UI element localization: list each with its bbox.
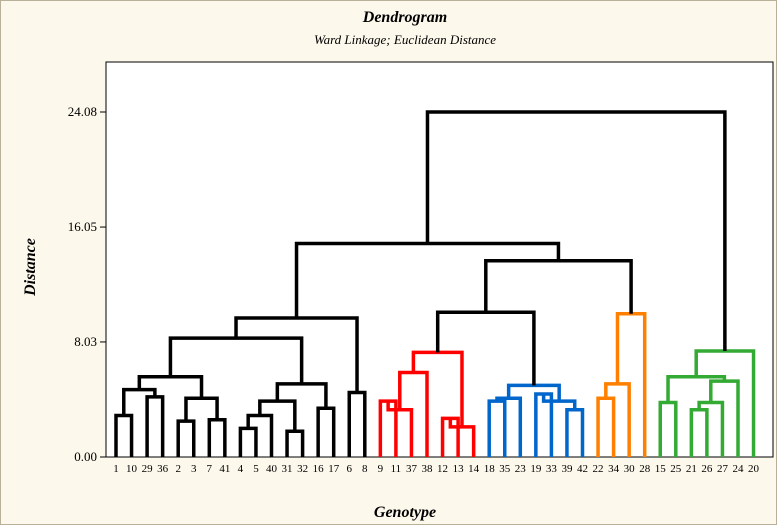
leaf-label: 7 <box>207 463 213 475</box>
dendrogram-link <box>258 399 297 432</box>
leaf-label: 27 <box>717 463 729 475</box>
leaf-label: 40 <box>266 463 278 475</box>
y-axis: 0.00 8.03 16.05 24.08 <box>68 104 106 464</box>
leaf-label: 13 <box>453 463 465 475</box>
leaf-label: 37 <box>406 463 418 475</box>
leaf-label: 42 <box>577 463 588 475</box>
leaf-label: 6 <box>347 463 353 475</box>
leaf-label: 18 <box>484 463 496 475</box>
dendrogram-link <box>440 416 460 457</box>
plot-area <box>105 61 774 458</box>
leaf-label: 30 <box>624 463 636 475</box>
dendrogram-link <box>168 336 304 384</box>
leaf-label: 16 <box>313 463 325 475</box>
y-tick-label: 8.03 <box>74 334 97 349</box>
leaf-label: 25 <box>670 463 682 475</box>
leaf-label: 28 <box>639 463 651 475</box>
dendrogram-link <box>122 387 157 416</box>
leaf-label: 24 <box>733 463 745 475</box>
leaf-label: 5 <box>253 463 259 475</box>
dendrogram-link <box>145 395 165 457</box>
dendrogram-links <box>114 110 756 457</box>
leaf-label: 1 <box>113 463 119 475</box>
leaf-label: 8 <box>362 463 368 475</box>
leaf-label: 14 <box>468 463 480 475</box>
leaf-label: 41 <box>219 463 230 475</box>
leaf-label: 38 <box>422 463 434 475</box>
dendrogram-link <box>487 399 507 457</box>
leaf-label: 34 <box>608 463 620 475</box>
y-axis-title: Distance <box>22 238 39 297</box>
leaf-label: 10 <box>126 463 138 475</box>
dendrogram-link <box>285 429 305 457</box>
leaf-label: 19 <box>530 463 542 475</box>
leaf-label: 29 <box>142 463 154 475</box>
leaf-label: 20 <box>748 463 760 475</box>
leaf-label: 33 <box>546 463 558 475</box>
leaf-label: 9 <box>378 463 384 475</box>
leaf-label: 11 <box>391 463 402 475</box>
dendrogram-link <box>176 419 196 457</box>
leaf-label: 12 <box>437 463 448 475</box>
dendrogram-link <box>234 316 359 393</box>
chart-title: Dendrogram <box>362 9 447 26</box>
leaf-label: 22 <box>593 463 604 475</box>
dendrogram-link <box>425 110 727 351</box>
leaf-label: 36 <box>157 463 169 475</box>
dendrogram-link <box>541 393 577 410</box>
dendrogram-link <box>238 426 258 457</box>
leaf-label: 2 <box>175 463 181 475</box>
dendrogram-link <box>484 258 633 314</box>
leaf-label: 21 <box>686 463 697 475</box>
leaf-label: 17 <box>328 463 340 475</box>
dendrogram-link <box>435 310 536 386</box>
y-tick-label: 24.08 <box>68 104 97 119</box>
leaf-label: 23 <box>515 463 527 475</box>
leaf-label: 32 <box>297 463 308 475</box>
chart-subtitle: Ward Linkage; Euclidean Distance <box>314 32 496 47</box>
dendrogram-link <box>448 418 476 457</box>
leaf-label: 31 <box>282 463 293 475</box>
dendrogram-link <box>506 383 561 402</box>
leaf-label: 35 <box>499 463 511 475</box>
y-tick-label: 0.00 <box>74 449 97 464</box>
leaf-label: 4 <box>238 463 244 475</box>
leaf-labels: 1 10 29 36 2 3 7 41 4 5 40 31 32 16 17 6 8 9 11 37 38 12 13 14 1… <box>113 463 759 475</box>
dendrogram-link <box>709 379 740 457</box>
y-tick-label: 16.05 <box>68 219 97 234</box>
x-axis-title: Genotype <box>374 504 436 521</box>
dendrogram-link <box>615 311 647 457</box>
dendrogram-link <box>534 392 554 457</box>
leaf-label: 3 <box>191 463 197 475</box>
leaf-label: 39 <box>561 463 573 475</box>
leaf-label: 15 <box>655 463 667 475</box>
leaf-label: 26 <box>701 463 713 475</box>
